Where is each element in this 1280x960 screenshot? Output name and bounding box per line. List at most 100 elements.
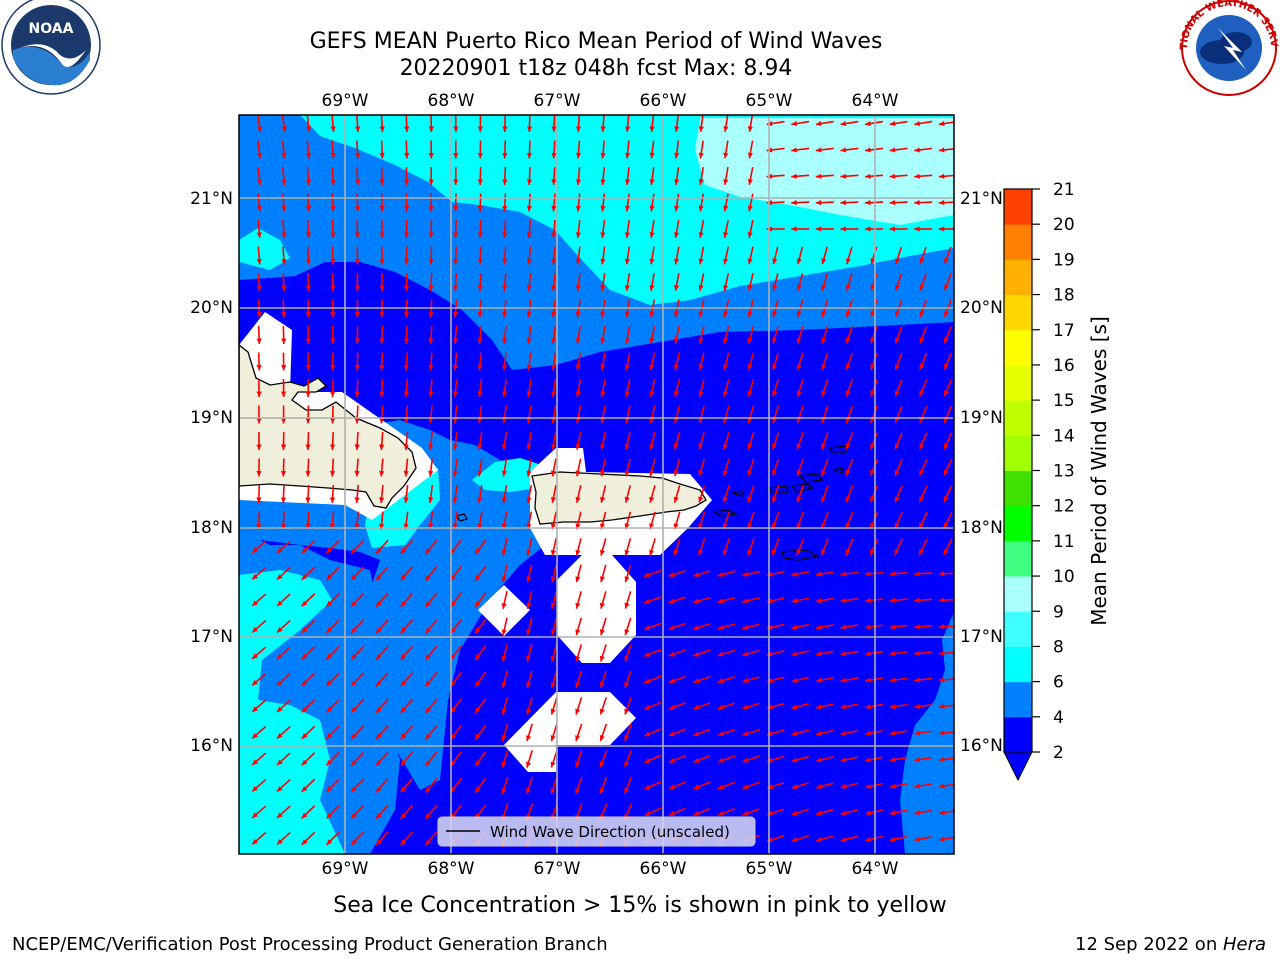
wind-arrow [747,140,754,159]
wind-arrow [869,538,879,556]
wind-arrow [281,246,287,265]
wind-arrow [276,831,291,846]
wind-arrow [815,226,834,232]
wind-arrow [722,485,730,503]
noaa-logo: NOAA [1,0,101,95]
wind-arrow [864,650,884,657]
wind-arrow [301,646,316,660]
wind-arrow [865,756,883,763]
wind-arrow [869,458,879,477]
wind-arrow [301,725,316,740]
wind-arrow [501,564,508,583]
colorbar-tick-label: 19 [1053,250,1075,270]
wind-arrow [717,808,736,816]
wind-arrow [889,783,908,789]
wind-arrow [674,140,680,159]
wind-arrow [914,597,933,603]
wind-arrow [452,325,459,345]
wind-arrow [354,272,361,292]
wind-arrow [698,458,706,477]
wind-arrow [914,650,933,656]
wind-arrow [673,273,680,291]
wind-arrow [717,596,736,604]
wind-arrow [772,246,779,265]
wind-arrow [722,352,730,371]
wind-arrow [403,458,409,477]
colorbar-tick-label: 10 [1053,567,1075,587]
wind-arrow [350,672,365,687]
wind-arrow [693,755,711,763]
wind-arrow [526,140,533,159]
wind-arrow [424,778,438,793]
wind-arrow [452,272,459,292]
wind-arrow [474,751,487,767]
wind-arrow [575,564,582,583]
wind-arrow [894,273,903,291]
wind-arrow [722,432,730,450]
wind-arrow [575,485,582,503]
wind-arrow [600,458,607,477]
wind-arrow [943,538,953,556]
wind-arrow [251,725,267,740]
wind-arrow [643,701,662,711]
wind-arrow [796,485,805,503]
wind-arrow [428,511,434,530]
wind-arrow [354,431,360,451]
wind-arrow [251,540,267,554]
wind-arrow [354,378,360,398]
wind-arrow [424,751,438,767]
wind-arrow [400,592,414,608]
wind-arrow [791,755,810,763]
wind-arrow [379,458,385,477]
wind-arrow [354,193,361,212]
wind-arrow [256,272,262,292]
wind-arrow [649,115,655,133]
wind-arrow [477,352,483,371]
wind-arrow [864,597,884,604]
wind-arrow [889,624,908,630]
wind-arrow [403,272,410,292]
wind-arrow [644,754,662,764]
wind-arrow [301,805,316,819]
wind-arrow [551,325,557,345]
colorbar-label: Mean Period of Wind Waves [s] [1087,316,1111,626]
wind-arrow [600,115,606,133]
colorbar-segment [1004,505,1032,542]
wind-arrow [624,723,632,742]
wind-arrow [673,405,681,424]
wind-arrow [428,325,434,345]
wind-arrow [301,752,316,766]
wind-arrow [698,379,705,397]
wind-arrow [375,566,389,581]
wind-arrow [453,166,459,186]
wind-arrow [276,672,291,687]
colorbar-tick-label: 8 [1053,637,1064,657]
wind-arrow [452,378,459,398]
wind-arrow [742,729,760,737]
wind-arrow [330,272,336,292]
wind-arrow [550,485,557,503]
wind-arrow [256,458,262,477]
wind-arrow [668,649,686,657]
wind-arrow [693,728,711,737]
wind-arrow [889,597,908,603]
wind-arrow [400,672,414,687]
wind-arrow [428,484,434,504]
wind-arrow [474,618,487,635]
wind-arrow [526,670,533,689]
wind-arrow [375,698,389,714]
wind-arrow [305,115,312,133]
lon-label: 68°W [428,91,475,111]
wind-arrow [305,219,312,239]
wind-arrow [452,352,459,371]
wind-arrow [747,167,754,185]
wind-arrow [526,538,533,556]
wind-arrow [717,755,736,763]
wind-arrow [301,566,316,581]
colorbar-tick-label: 14 [1053,426,1075,446]
wind-arrow [379,352,385,371]
colorbar-segment [1004,400,1032,436]
wind-arrow [919,352,928,371]
wind-arrow [330,431,336,451]
colorbar-segment [1004,189,1032,225]
